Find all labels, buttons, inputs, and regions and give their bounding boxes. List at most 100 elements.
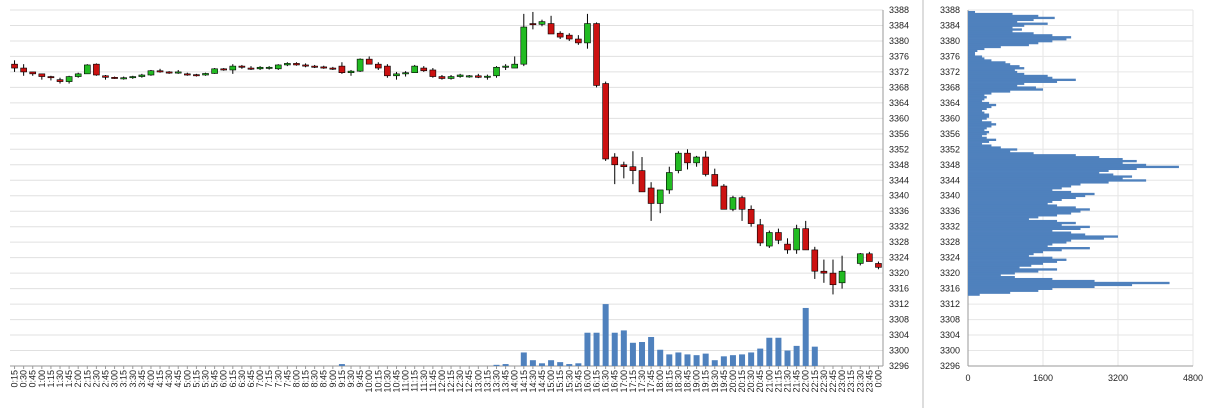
candle-body bbox=[547, 23, 555, 35]
y-tick-label: 3344 bbox=[889, 175, 909, 185]
candle-body bbox=[747, 208, 755, 224]
profile-bar bbox=[968, 293, 980, 296]
profile-y-tick-label: 3304 bbox=[940, 330, 960, 340]
x-tick-label: 21:30 bbox=[783, 370, 793, 393]
volume-bar bbox=[784, 350, 791, 366]
candle-body bbox=[165, 71, 173, 74]
candle-body bbox=[638, 170, 646, 193]
profile-y-tick-label: 3328 bbox=[940, 237, 960, 247]
x-tick-label: 0:15 bbox=[10, 370, 20, 388]
profile-bar bbox=[968, 115, 990, 118]
x-tick-label: 6:15 bbox=[228, 370, 238, 388]
profile-bar bbox=[968, 10, 976, 14]
candle-body bbox=[47, 76, 55, 79]
candle-body bbox=[429, 69, 437, 77]
x-tick-label: 1:15 bbox=[46, 370, 56, 388]
profile-bar bbox=[968, 144, 992, 147]
y-tick-label: 3308 bbox=[889, 315, 909, 325]
x-tick-label: 19:15 bbox=[701, 370, 711, 393]
x-tick-label: 5:30 bbox=[201, 370, 211, 388]
volume-bar bbox=[675, 352, 682, 366]
volume-bar bbox=[611, 332, 618, 366]
candle-body bbox=[465, 75, 473, 78]
profile-bar bbox=[968, 208, 1090, 211]
x-tick-label: 15:00 bbox=[546, 370, 556, 393]
x-tick-label: 14:45 bbox=[537, 370, 547, 393]
candle-body bbox=[393, 73, 400, 77]
y-tick-label: 3300 bbox=[889, 346, 909, 356]
profile-y-tick-label: 3296 bbox=[940, 361, 960, 371]
candle-body bbox=[402, 72, 409, 75]
profile-bar bbox=[968, 103, 997, 107]
x-tick-label: 12:45 bbox=[464, 370, 474, 393]
candle-body bbox=[475, 75, 482, 78]
candle-body bbox=[229, 65, 237, 71]
y-tick-label: 3352 bbox=[889, 144, 909, 154]
x-tick-label: 19:00 bbox=[692, 370, 702, 393]
x-tick-label: 4:30 bbox=[164, 370, 174, 388]
candle-body bbox=[347, 70, 355, 73]
x-tick-label: 2:30 bbox=[91, 370, 101, 388]
x-tick-label: 15:30 bbox=[564, 370, 574, 393]
profile-bar bbox=[968, 165, 1179, 169]
profile-bar bbox=[968, 152, 1034, 155]
profile-bar bbox=[968, 84, 1018, 87]
candle-body bbox=[174, 71, 182, 74]
profile-bar bbox=[968, 272, 1015, 275]
volume-bar bbox=[529, 360, 536, 366]
profile-bar bbox=[968, 210, 1081, 213]
x-tick-label: 6:45 bbox=[246, 370, 256, 388]
profile-bar bbox=[968, 18, 1034, 22]
profile-bar bbox=[968, 187, 1062, 190]
profile-bar bbox=[968, 38, 1067, 41]
candle-body bbox=[684, 152, 691, 164]
profile-bar bbox=[968, 217, 1029, 221]
candle-body bbox=[374, 63, 382, 69]
profile-bar bbox=[968, 156, 1100, 159]
profile-bar bbox=[968, 277, 1053, 281]
x-tick-label: 5:45 bbox=[210, 370, 220, 388]
profile-bar bbox=[968, 192, 1095, 196]
profile-bar bbox=[968, 183, 1081, 186]
profile-bar bbox=[968, 136, 987, 140]
candle-body bbox=[247, 67, 255, 70]
candle-body bbox=[729, 197, 737, 210]
x-tick-label: 9:30 bbox=[346, 370, 356, 388]
x-tick-label: 21:15 bbox=[773, 370, 783, 393]
profile-bar bbox=[968, 150, 1011, 153]
profile-y-tick-label: 3384 bbox=[940, 20, 960, 30]
profile-y-tick-label: 3340 bbox=[940, 191, 960, 201]
profile-bar bbox=[968, 123, 997, 126]
profile-bar bbox=[968, 221, 1076, 225]
profile-bar bbox=[968, 202, 1048, 205]
profile-bar bbox=[968, 16, 1055, 20]
profile-bar bbox=[968, 26, 1013, 29]
profile-bar bbox=[968, 223, 1062, 227]
x-tick-label: 13:30 bbox=[492, 370, 502, 393]
x-tick-label: 18:15 bbox=[664, 370, 674, 393]
x-tick-label: 17:30 bbox=[637, 370, 647, 393]
y-tick-label: 3356 bbox=[889, 129, 909, 139]
x-tick-label: 22:15 bbox=[810, 370, 820, 393]
candle-body bbox=[420, 67, 428, 72]
profile-bar bbox=[968, 55, 983, 58]
profile-bar bbox=[968, 239, 1072, 242]
volume-bar bbox=[775, 337, 782, 366]
candle-body bbox=[447, 76, 455, 79]
profile-bar bbox=[968, 281, 1170, 285]
profile-bar bbox=[968, 94, 985, 97]
profile-bar bbox=[968, 229, 1053, 232]
candle-body bbox=[338, 65, 346, 73]
x-tick-label: 22:30 bbox=[819, 370, 829, 393]
candle-body bbox=[738, 197, 746, 210]
volume-bar bbox=[748, 352, 755, 366]
profile-bar bbox=[968, 128, 985, 132]
profile-bar bbox=[968, 289, 1039, 292]
volume-bar bbox=[502, 364, 509, 366]
profile-bar bbox=[968, 206, 1076, 209]
x-tick-label: 2:15 bbox=[82, 370, 92, 388]
x-tick-label: 4:15 bbox=[155, 370, 165, 388]
candle-body bbox=[775, 232, 782, 241]
x-tick-label: 19:30 bbox=[710, 370, 720, 393]
